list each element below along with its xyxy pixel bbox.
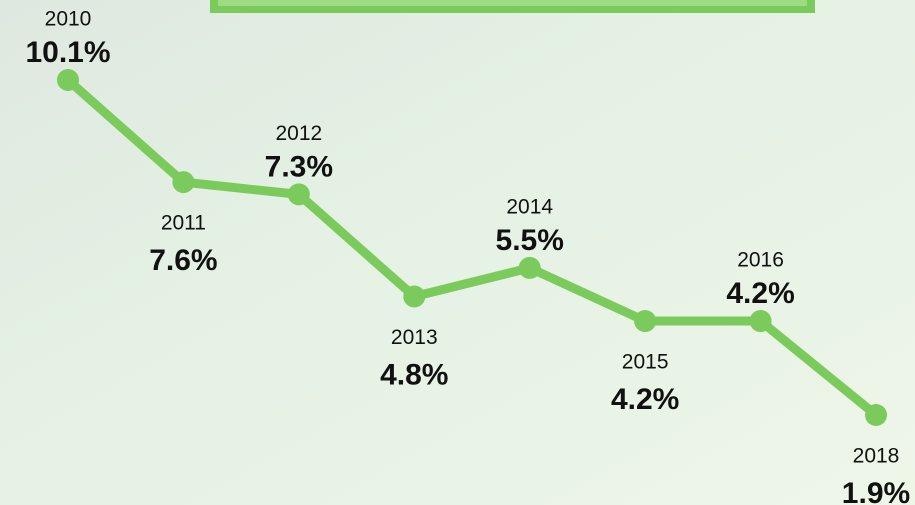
point: [403, 285, 426, 308]
category-label: 2013: [391, 326, 438, 349]
category-label: 2012: [275, 122, 322, 145]
value-label: 4.2%: [611, 383, 679, 416]
point: [172, 171, 195, 194]
header-bar-inner: [218, 0, 807, 6]
point: [634, 310, 657, 333]
category-label: 2015: [622, 351, 669, 374]
category-label: 2011: [161, 212, 206, 235]
point: [57, 69, 79, 91]
category-label: 2016: [737, 249, 784, 272]
value-label: 7.6%: [149, 244, 217, 277]
value-label: 5.5%: [496, 224, 564, 257]
value-label: 7.3%: [265, 150, 333, 183]
value-label: 4.2%: [726, 277, 794, 310]
value-label: 10.1%: [25, 36, 110, 69]
line: [63, 75, 881, 420]
point: [749, 310, 772, 333]
category-label: 2018: [853, 445, 900, 468]
value-label: 4.8%: [380, 358, 448, 391]
value-label: 1.9%: [842, 477, 910, 505]
category-label: 2014: [506, 195, 553, 218]
point: [287, 183, 310, 206]
point: [518, 256, 541, 279]
category-label: 2010: [45, 8, 92, 31]
point: [865, 404, 887, 426]
